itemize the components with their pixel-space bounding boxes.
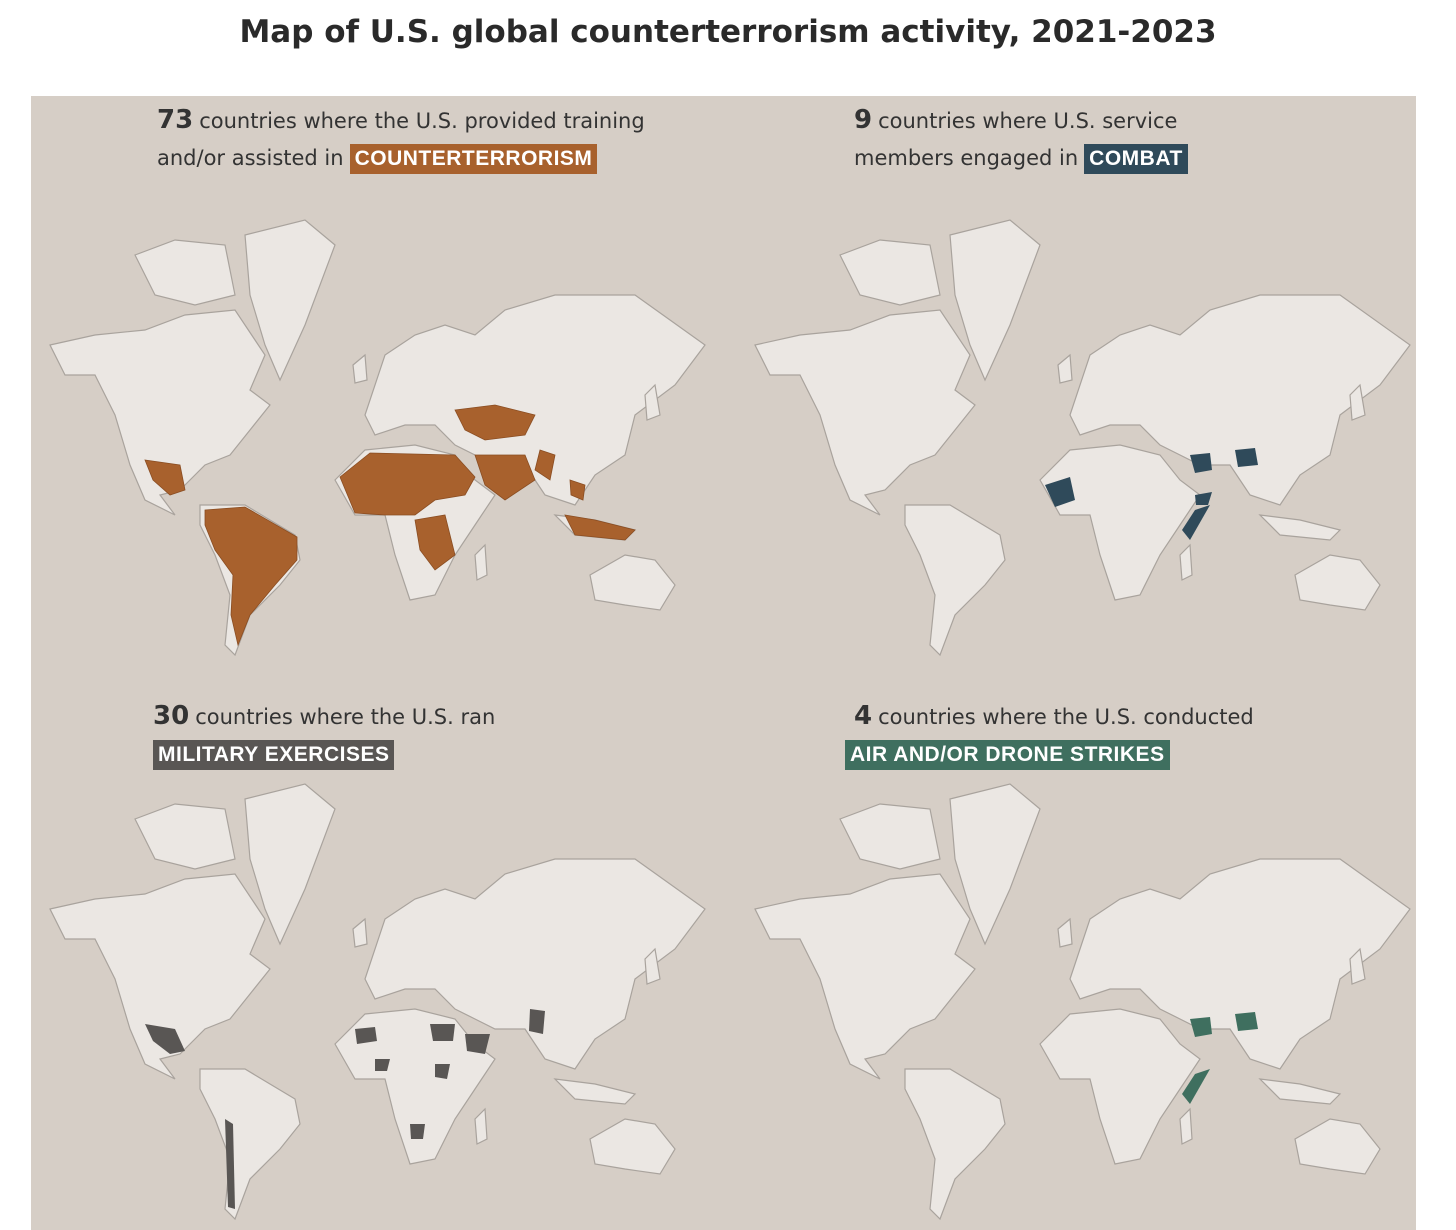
panel-caption: 30 countries where the U.S. ran MILITARY E…: [153, 698, 513, 773]
caption-text: countries where the U.S. conducted: [878, 705, 1254, 729]
count: 4: [854, 701, 873, 731]
caption-text: countries where the U.S. ran: [195, 705, 496, 729]
activity-label: COUNTERTERRORISM: [349, 144, 598, 174]
world-map: [754, 783, 1411, 1220]
caption-text: countries where the U.S. provided traini…: [157, 109, 645, 170]
world-map: [49, 783, 706, 1220]
map-frame: 73 countries where the U.S. provided trai…: [31, 96, 1416, 1230]
panel-caption: 9 countries where U.S. service members en…: [854, 102, 1214, 177]
caption-text: countries where U.S. service members eng…: [854, 109, 1178, 170]
panel-caption: 73 countries where the U.S. provided trai…: [157, 102, 657, 177]
count: 73: [157, 105, 194, 135]
title: Map of U.S. global counterterrorism acti…: [239, 14, 1217, 50]
maps: [49, 219, 1411, 1220]
count: 30: [153, 701, 190, 731]
activity-label: AIR AND/OR DRONE STRIKES: [845, 740, 1170, 770]
activity-label: MILITARY EXERCISES: [153, 740, 395, 770]
world-map: [754, 219, 1411, 656]
count: 9: [854, 105, 873, 135]
panel-caption: 4 countries where the U.S. conducted AIR A…: [845, 698, 1275, 773]
world-map: [49, 219, 706, 656]
activity-label: COMBAT: [1084, 144, 1188, 174]
